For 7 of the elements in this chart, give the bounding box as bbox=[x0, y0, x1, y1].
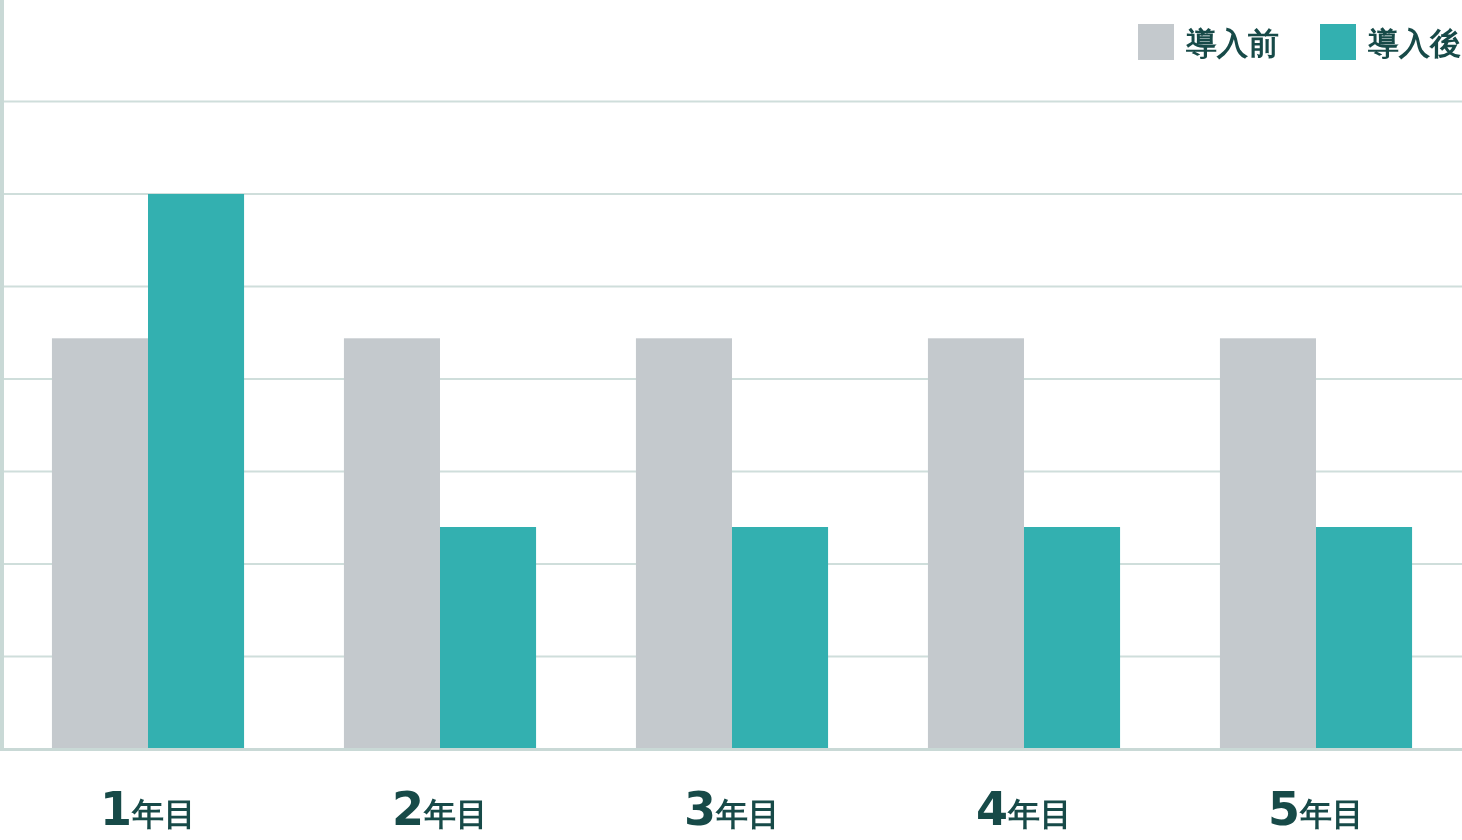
x-tick-label: 4年目 bbox=[975, 782, 1073, 836]
x-tick-label: 5年目 bbox=[1267, 782, 1365, 836]
x-tick-label: 2年目 bbox=[391, 782, 489, 836]
legend-label: 導入後 bbox=[1367, 25, 1461, 61]
legend-label: 導入前 bbox=[1185, 25, 1279, 61]
x-tick-label: 1年目 bbox=[99, 782, 197, 836]
x-tick-label: 3年目 bbox=[683, 782, 781, 836]
